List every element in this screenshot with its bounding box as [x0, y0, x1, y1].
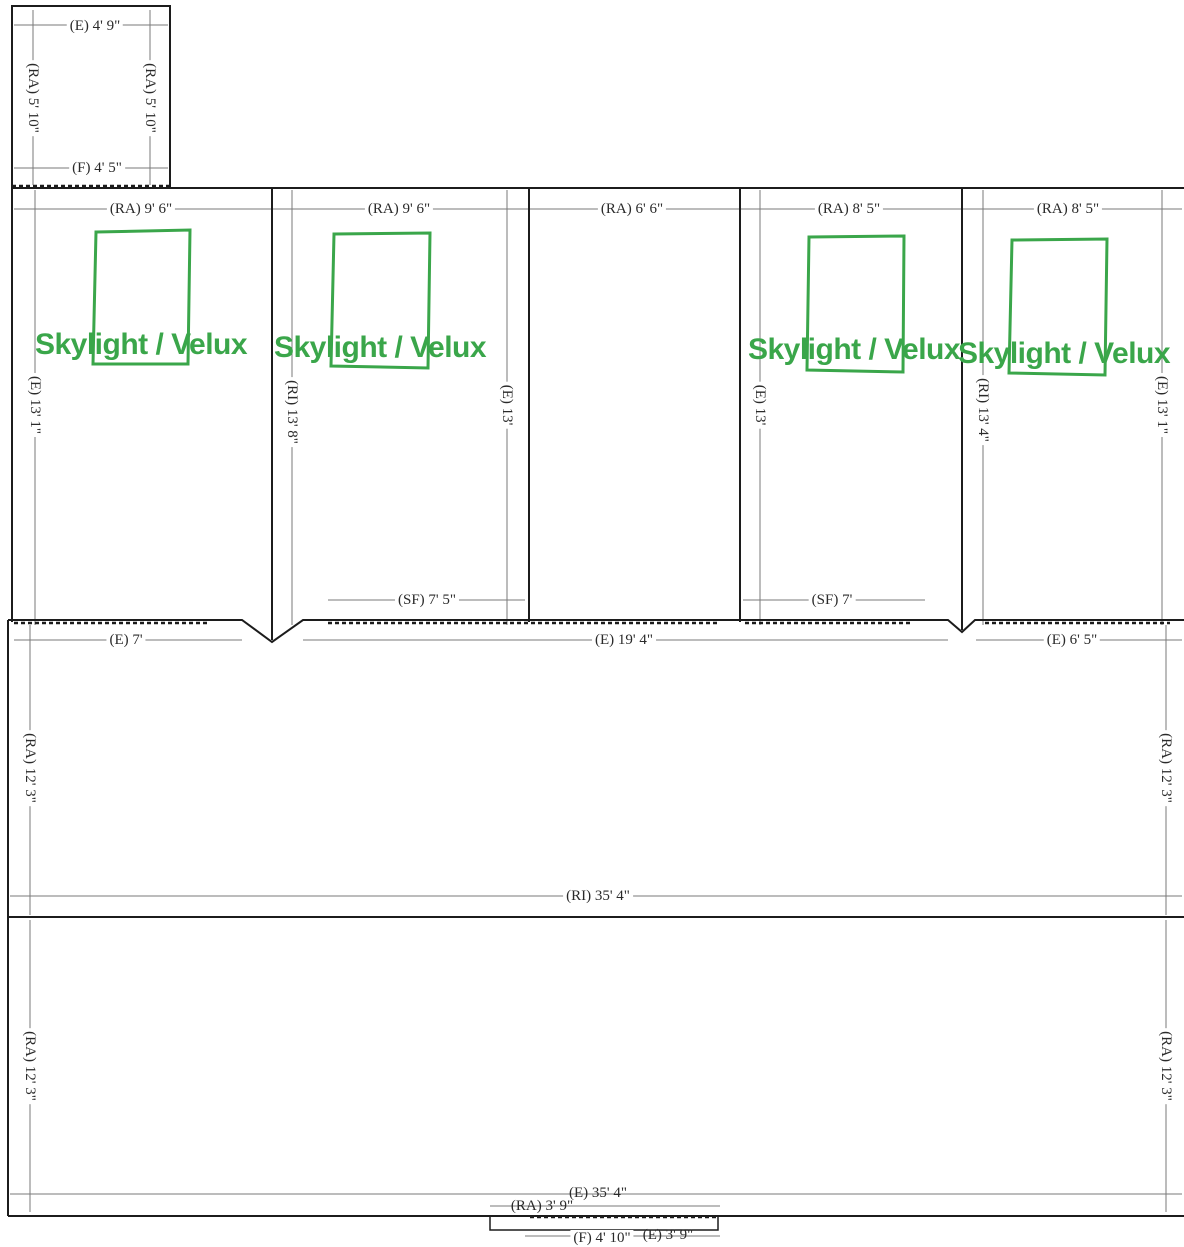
dim-label: (E) 6' 5" [1043, 632, 1101, 648]
dim-label: (RA) 12' 3" [1158, 730, 1174, 806]
dim-label: (E) 7' [106, 632, 146, 648]
skylight-label: Skylight / Velux [957, 337, 1171, 370]
skylight-4 [1007, 237, 1109, 377]
dim-label: (E) 13' 1" [1154, 373, 1170, 437]
dim-label: (RI) 13' 8" [284, 377, 300, 447]
skylight-2 [329, 231, 432, 370]
skylight-label: Skylight / Velux [747, 333, 961, 366]
dim-label: (RA) 9' 6" [106, 201, 176, 217]
skylight-3 [805, 234, 906, 374]
dim-label: (RI) 13' 4" [975, 375, 991, 445]
dim-label: (RA) 12' 3" [1158, 1028, 1174, 1104]
dim-label: (E) 35' 4" [569, 1185, 627, 1201]
skylight-label: Skylight / Velux [273, 331, 487, 364]
dim-label: (RA) 5' 10" [142, 60, 158, 136]
skylight-1 [91, 228, 192, 366]
dim-label: (E) 13' 1" [27, 373, 43, 437]
dim-label: (E) 13' [752, 381, 768, 429]
roof-outline [7, 5, 1184, 1231]
skylight-label: Skylight / Velux [34, 328, 248, 361]
dim-label: (RA) 8' 5" [814, 201, 884, 217]
dim-label: (RA) 5' 10" [25, 60, 41, 136]
dim-label: (E) 3' 9" [642, 1227, 694, 1243]
dim-label: (RI) 35' 4" [563, 888, 633, 904]
dim-label: (RA) 9' 6" [364, 201, 434, 217]
dim-label: (E) 13' [499, 381, 515, 429]
dim-label: (RA) 6' 6" [597, 201, 667, 217]
dim-label: (RA) 8' 5" [1033, 201, 1103, 217]
dim-label: (SF) 7' [808, 592, 856, 608]
dim-label: (E) 4' 9" [66, 18, 124, 34]
dim-label: (E) 19' 4" [592, 632, 656, 648]
dim-label: (RA) 12' 3" [22, 730, 38, 806]
skylight-outlines [91, 228, 1109, 377]
dim-label: (RA) 3' 9" [510, 1198, 574, 1214]
dim-label: (SF) 7' 5" [394, 592, 460, 608]
dim-label: (F) 4' 10" [570, 1230, 634, 1246]
dim-label: (F) 4' 5" [69, 160, 125, 176]
dim-label: (RA) 12' 3" [22, 1028, 38, 1104]
